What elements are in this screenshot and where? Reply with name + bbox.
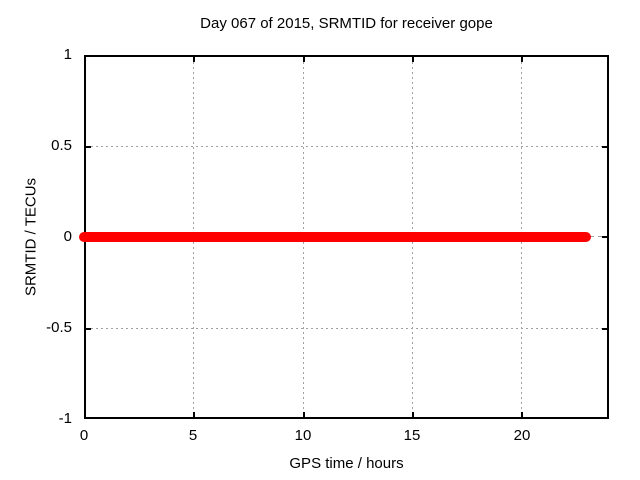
srmtid-data-line	[79, 232, 591, 242]
x-tick-label-10: 10	[294, 427, 312, 444]
tick-right-y-0.5	[602, 328, 607, 330]
x-axis-title: GPS time / hours	[289, 455, 404, 472]
x-tick-label-20: 20	[513, 427, 531, 444]
tick-top-x20	[521, 57, 523, 62]
tick-right-y0	[602, 236, 607, 238]
tick-right-y0.5	[602, 146, 607, 148]
y-tick-label-0.5: 0.5	[51, 137, 72, 154]
tick-bottom-x10	[303, 412, 305, 417]
x-tick-label-15: 15	[403, 427, 421, 444]
plot-area	[79, 55, 609, 419]
y-tick-label--0.5: -0.5	[46, 319, 72, 336]
tick-top-x5	[193, 57, 195, 62]
tick-left-y0.5	[86, 146, 91, 148]
gridline-y-0.5	[86, 328, 607, 329]
tick-bottom-x5	[193, 412, 195, 417]
tick-bottom-x15	[412, 412, 414, 417]
x-tick-label-0: 0	[79, 427, 89, 444]
y-tick-label-1: 1	[63, 46, 72, 63]
tick-left-y-0.5	[86, 328, 91, 330]
tick-top-x10	[303, 57, 305, 62]
y-tick-label--1: -1	[58, 410, 72, 427]
tick-top-x15	[412, 57, 414, 62]
y-tick-label-0: 0	[63, 228, 72, 245]
x-tick-label-5: 5	[188, 427, 198, 444]
gridline-y0.5	[86, 146, 607, 147]
chart-title: Day 067 of 2015, SRMTID for receiver gop…	[200, 15, 493, 32]
tick-bottom-x20	[521, 412, 523, 417]
